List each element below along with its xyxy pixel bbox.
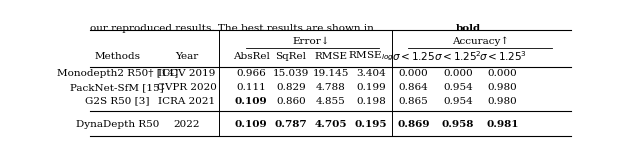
Text: Error↓: Error↓ xyxy=(292,37,330,46)
Text: CVPR 2020: CVPR 2020 xyxy=(157,83,216,92)
Text: .: . xyxy=(475,24,478,33)
Text: 0.860: 0.860 xyxy=(276,97,306,106)
Text: 0.199: 0.199 xyxy=(356,83,386,92)
Text: 0.787: 0.787 xyxy=(275,120,307,129)
Text: 0.981: 0.981 xyxy=(486,120,519,129)
Text: Monodepth2 R50† [14]: Monodepth2 R50† [14] xyxy=(56,69,178,78)
Text: 0.954: 0.954 xyxy=(443,97,473,106)
Text: 0.980: 0.980 xyxy=(488,83,518,92)
Text: 0.111: 0.111 xyxy=(236,83,266,92)
Text: AbsRel: AbsRel xyxy=(233,52,269,61)
Text: Year: Year xyxy=(175,52,198,61)
Text: ICRA 2021: ICRA 2021 xyxy=(158,97,215,106)
Text: 0.000: 0.000 xyxy=(443,69,473,78)
Text: 0.000: 0.000 xyxy=(488,69,518,78)
Text: SqRel: SqRel xyxy=(275,52,307,61)
Text: PackNet-SfM [15]: PackNet-SfM [15] xyxy=(70,83,164,92)
Text: 0.109: 0.109 xyxy=(235,97,268,106)
Text: 0.195: 0.195 xyxy=(355,120,387,129)
Text: 0.109: 0.109 xyxy=(235,120,268,129)
Text: bold: bold xyxy=(456,24,481,33)
Text: Accuracy↑: Accuracy↑ xyxy=(452,36,509,46)
Text: 0.958: 0.958 xyxy=(442,120,474,129)
Text: 0.864: 0.864 xyxy=(399,83,428,92)
Text: 0.865: 0.865 xyxy=(399,97,428,106)
Text: Methods: Methods xyxy=(94,52,140,61)
Text: 0.829: 0.829 xyxy=(276,83,306,92)
Text: 4.788: 4.788 xyxy=(316,83,346,92)
Text: DynaDepth R50: DynaDepth R50 xyxy=(76,120,159,129)
Text: $\sigma < 1.25$: $\sigma < 1.25$ xyxy=(392,50,435,62)
Text: 0.954: 0.954 xyxy=(443,83,473,92)
Text: 4.705: 4.705 xyxy=(314,120,347,129)
Text: 19.145: 19.145 xyxy=(312,69,349,78)
Text: 4.855: 4.855 xyxy=(316,97,346,106)
Text: 0.869: 0.869 xyxy=(397,120,429,129)
Text: 0.198: 0.198 xyxy=(356,97,386,106)
Text: RMSE: RMSE xyxy=(314,52,347,61)
Text: 2022: 2022 xyxy=(173,120,200,129)
Text: 0.000: 0.000 xyxy=(399,69,428,78)
Text: 15.039: 15.039 xyxy=(273,69,309,78)
Text: RMSE$_{log}$: RMSE$_{log}$ xyxy=(348,49,394,63)
Text: our reproduced results. The best results are shown in: our reproduced results. The best results… xyxy=(90,24,377,33)
Text: ICCV 2019: ICCV 2019 xyxy=(158,69,215,78)
Text: $\sigma < 1.25^2$: $\sigma < 1.25^2$ xyxy=(434,49,482,63)
Text: 3.404: 3.404 xyxy=(356,69,386,78)
Text: 0.966: 0.966 xyxy=(236,69,266,78)
Text: 0.980: 0.980 xyxy=(488,97,518,106)
Text: G2S R50 [3]: G2S R50 [3] xyxy=(85,97,150,106)
Text: $\sigma < 1.25^3$: $\sigma < 1.25^3$ xyxy=(479,49,527,63)
